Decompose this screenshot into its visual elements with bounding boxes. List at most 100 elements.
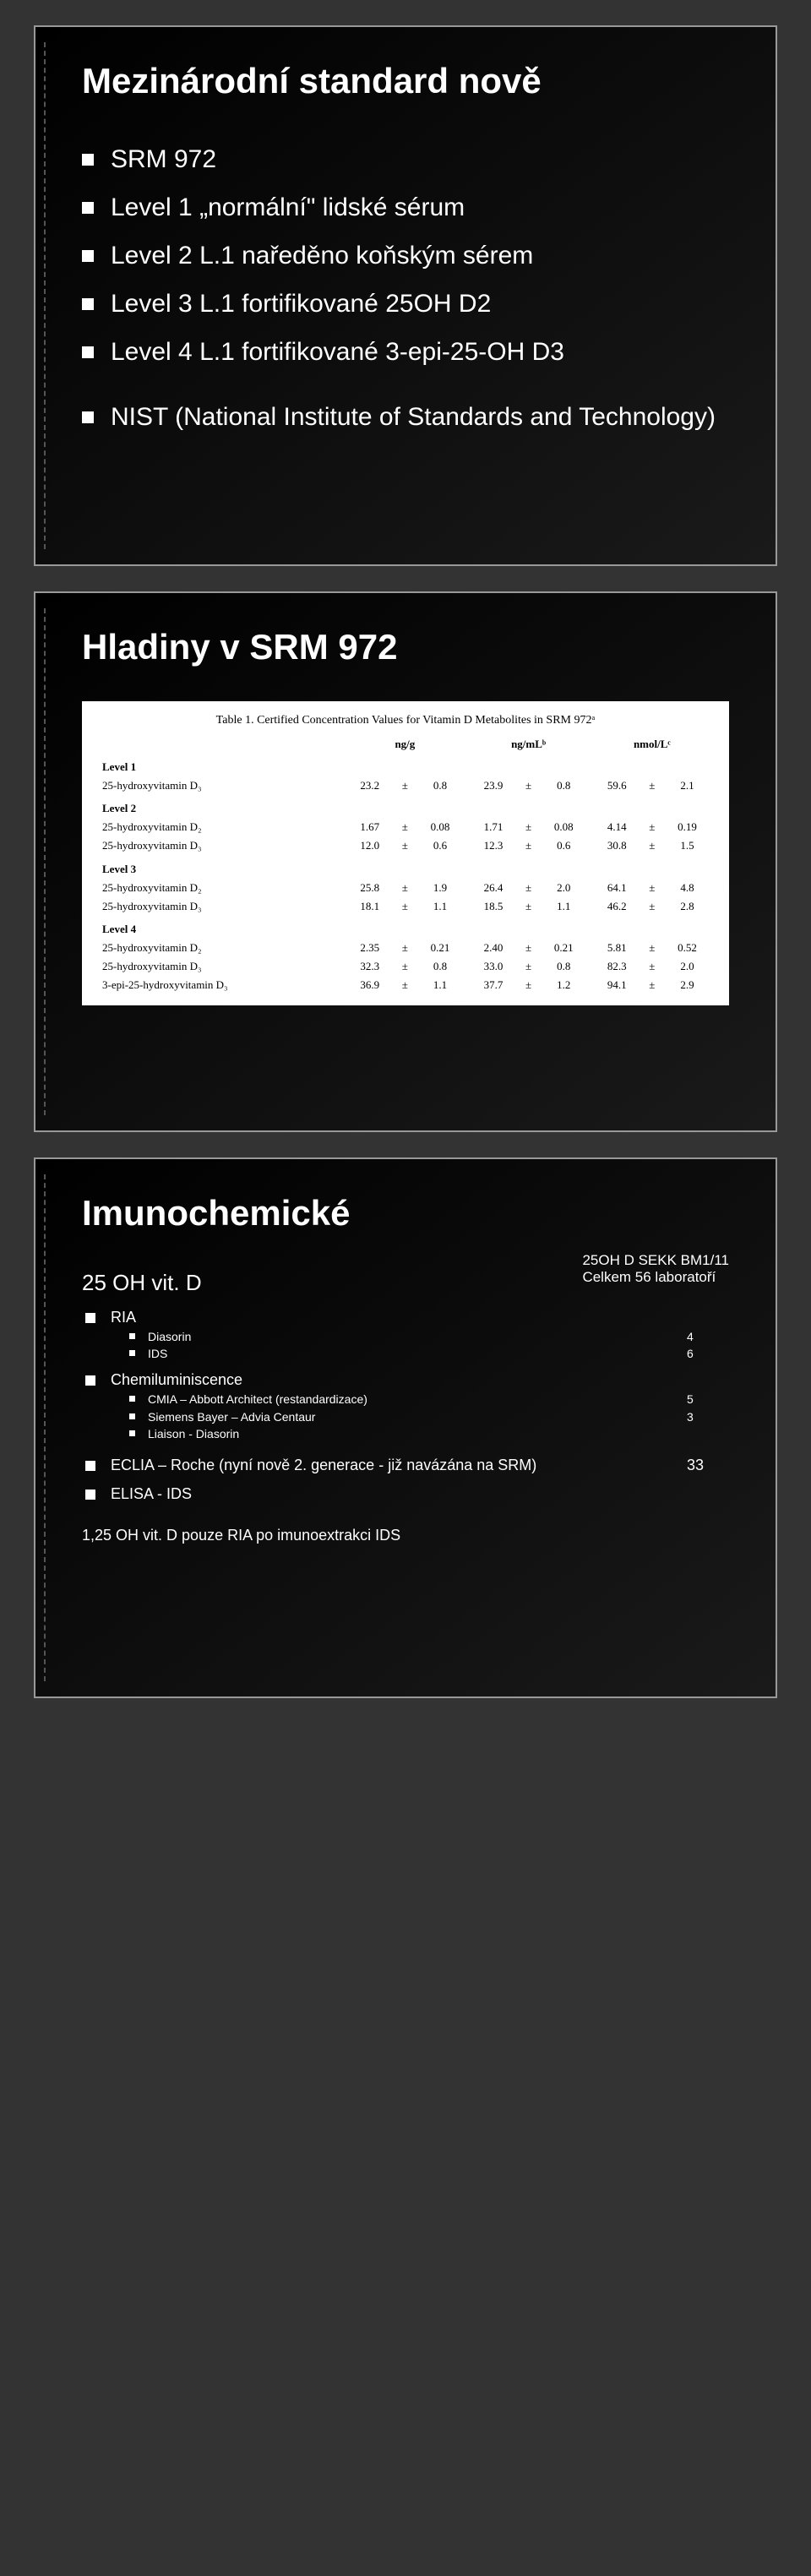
table-cell: ± (644, 776, 661, 795)
table-cell: 30.8 (591, 836, 644, 855)
method-value: 6 (687, 1345, 729, 1362)
method-label: CMIA – Abbott Architect (restandardizace… (148, 1391, 367, 1408)
slide-3: Imunochemické 25OH D SEKK BM1/11 Celkem … (34, 1157, 777, 1698)
table-cell: 0.8 (413, 776, 466, 795)
table-cell: 3-epi-25-hydroxyvitamin D₃ (97, 976, 343, 994)
table-cell: 1.9 (413, 879, 466, 897)
slide-title: Hladiny v SRM 972 (82, 627, 729, 667)
table-cell: 25-hydroxyvitamin D₃ (97, 897, 343, 916)
table-cell: 0.21 (413, 939, 466, 957)
table-cell: 2.40 (466, 939, 520, 957)
list-item: Level 1 „normální" lidské sérum (82, 183, 729, 231)
note-line: 25OH D SEKK BM1/11 (582, 1252, 729, 1269)
table-cell: 4.8 (661, 879, 714, 897)
list-item: Level 2 L.1 naředěno koňským sérem (82, 231, 729, 280)
table-cell: ± (396, 818, 413, 836)
table-cell: 2.9 (661, 976, 714, 994)
table-cell: 0.8 (413, 957, 466, 976)
table-cell: ± (396, 957, 413, 976)
concentration-table: ng/gng/mLᵇnmol/LᶜLevel 125-hydroxyvitami… (97, 735, 714, 995)
method-value: 4 (687, 1328, 729, 1345)
list-item: Level 3 L.1 fortifikované 25OH D2 (82, 280, 729, 328)
table-cell: 1.2 (537, 976, 591, 994)
method-label: Diasorin (148, 1328, 191, 1345)
table-cell: ± (396, 879, 413, 897)
table-cell: 0.6 (537, 836, 591, 855)
table-cell: ± (396, 897, 413, 916)
table-cell: 32.3 (343, 957, 396, 976)
table-header (97, 735, 343, 754)
table-cell: ± (644, 976, 661, 994)
table-cell: 25-hydroxyvitamin D₃ (97, 776, 343, 795)
method-group: Chemiluminiscence (82, 1369, 729, 1391)
list-item: NIST (National Institute of Standards an… (82, 393, 729, 441)
eclia-item: ECLIA – Roche (nyní nově 2. generace - j… (82, 1454, 729, 1476)
table-cell: ± (644, 818, 661, 836)
table-cell: ± (644, 957, 661, 976)
table-cell: 37.7 (466, 976, 520, 994)
table-cell: 0.52 (661, 939, 714, 957)
method-item: Siemens Bayer – Advia Centaur 3 (82, 1408, 729, 1425)
table-cell: 0.6 (413, 836, 466, 855)
table-cell: 36.9 (343, 976, 396, 994)
table-cell: 25.8 (343, 879, 396, 897)
table-cell: ± (644, 836, 661, 855)
table-cell: 2.0 (661, 957, 714, 976)
decorative-line (44, 1174, 46, 1681)
concentration-table-wrap: Table 1. Certified Concentration Values … (82, 701, 729, 1005)
table-cell: ± (396, 976, 413, 994)
table-cell: 94.1 (591, 976, 644, 994)
table-cell: 0.8 (537, 776, 591, 795)
method-group: RIA (82, 1306, 729, 1328)
note-line: Celkem 56 laboratoří (582, 1269, 729, 1286)
level-header: Level 2 (97, 795, 714, 818)
table-cell: 1.1 (537, 897, 591, 916)
eclia-label: ECLIA – Roche (nyní nově 2. generace - j… (111, 1454, 536, 1476)
method-value: 3 (687, 1408, 729, 1425)
table-cell: 59.6 (591, 776, 644, 795)
table-cell: ± (520, 836, 537, 855)
table-cell: 64.1 (591, 879, 644, 897)
table-cell: 23.2 (343, 776, 396, 795)
decorative-line (44, 42, 46, 549)
table-cell: ± (520, 957, 537, 976)
method-label: Siemens Bayer – Advia Centaur (148, 1408, 315, 1425)
table-cell: ± (520, 976, 537, 994)
table-cell: ± (520, 939, 537, 957)
table-cell: 1.71 (466, 818, 520, 836)
method-value (687, 1425, 729, 1442)
method-label: Liaison - Diasorin (148, 1425, 239, 1442)
list-item: SRM 972 (82, 135, 729, 183)
table-header: nmol/Lᶜ (591, 735, 714, 754)
table-cell: 26.4 (466, 879, 520, 897)
list-item: Level 4 L.1 fortifikované 3-epi-25-OH D3 (82, 328, 729, 376)
table-cell: 33.0 (466, 957, 520, 976)
table-cell: 5.81 (591, 939, 644, 957)
table-cell: 0.08 (537, 818, 591, 836)
table-caption: Table 1. Certified Concentration Values … (97, 711, 714, 730)
table-cell: ± (644, 939, 661, 957)
bullet-list: SRM 972 Level 1 „normální" lidské sérum … (82, 135, 729, 441)
method-item: Diasorin 4 (82, 1328, 729, 1345)
table-cell: 23.9 (466, 776, 520, 795)
method-label: IDS (148, 1345, 167, 1362)
table-cell: 2.8 (661, 897, 714, 916)
table-cell: ± (396, 836, 413, 855)
method-item: Liaison - Diasorin (82, 1425, 729, 1442)
method-item: IDS 6 (82, 1345, 729, 1362)
slide-1: Mezinárodní standard nově SRM 972 Level … (34, 25, 777, 566)
table-cell: 1.5 (661, 836, 714, 855)
table-cell: 0.21 (537, 939, 591, 957)
table-cell: 2.35 (343, 939, 396, 957)
table-cell: 25-hydroxyvitamin D₂ (97, 818, 343, 836)
level-header: Level 3 (97, 856, 714, 879)
elisa-item: ELISA - IDS (82, 1483, 729, 1505)
footer-item: 1,25 OH vit. D pouze RIA po imunoextrakc… (82, 1524, 729, 1546)
table-cell: 4.14 (591, 818, 644, 836)
table-cell: 18.5 (466, 897, 520, 916)
method-value: 5 (687, 1391, 729, 1408)
table-cell: 0.08 (413, 818, 466, 836)
table-cell: ± (520, 879, 537, 897)
slide-title: Imunochemické (82, 1193, 729, 1234)
table-cell: ± (396, 776, 413, 795)
